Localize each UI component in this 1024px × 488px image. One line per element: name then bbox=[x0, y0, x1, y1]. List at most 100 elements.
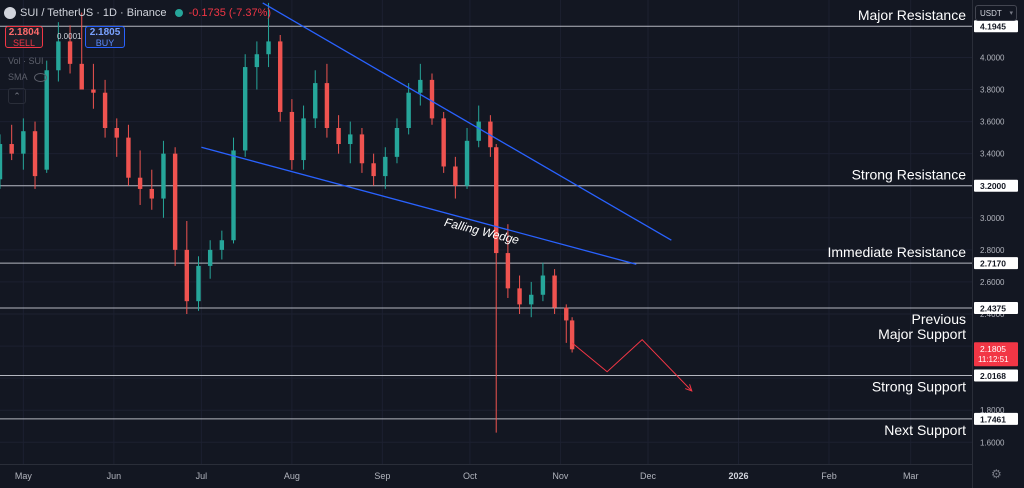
candle-body bbox=[242, 67, 248, 151]
wedge-lower-line bbox=[201, 146, 637, 265]
candle-body bbox=[231, 150, 236, 241]
candle-body bbox=[383, 156, 388, 177]
volume-indicator-label: Vol · SUI bbox=[8, 56, 44, 66]
x-tick-label: Jul bbox=[196, 471, 208, 481]
sui-logo-icon bbox=[4, 7, 16, 19]
candle-body bbox=[453, 166, 458, 186]
market-open-icon bbox=[174, 9, 183, 17]
candle-body bbox=[9, 144, 14, 154]
candle-body bbox=[137, 177, 143, 189]
symbol-title[interactable]: SUI / TetherUS · 1D · Binance bbox=[20, 7, 167, 19]
level-price-label: 2.0168 bbox=[980, 371, 1006, 381]
candle-body bbox=[289, 111, 295, 161]
candle-body bbox=[517, 288, 522, 305]
x-tick-label: May bbox=[15, 471, 33, 481]
candle-body bbox=[505, 253, 511, 289]
candle-body bbox=[56, 41, 61, 71]
x-tick-label: Aug bbox=[284, 471, 300, 481]
level-price-tag bbox=[974, 257, 1018, 270]
gear-icon[interactable]: ⚙ bbox=[991, 467, 1002, 481]
x-tick-label: Oct bbox=[463, 471, 478, 481]
sell-label: SELL bbox=[12, 38, 36, 48]
candle-body bbox=[418, 79, 423, 93]
candle-body bbox=[564, 307, 569, 321]
y-tick-label: 2.8000 bbox=[980, 246, 1005, 255]
sell-price: 2.1804 bbox=[8, 27, 40, 38]
sma-indicator[interactable]: SMA bbox=[8, 72, 47, 82]
candle-body bbox=[336, 127, 341, 145]
current-price-label: 2.1805 bbox=[980, 344, 1006, 354]
currency-value: USDT bbox=[980, 9, 1002, 18]
support-resistance-levels bbox=[0, 25, 972, 420]
current-price-tag bbox=[974, 342, 1018, 367]
x-tick-label: Nov bbox=[552, 471, 569, 481]
projection-arrowhead bbox=[685, 384, 693, 392]
candle-body bbox=[207, 249, 213, 266]
candle-body bbox=[371, 163, 376, 177]
candle-body bbox=[44, 70, 49, 170]
buy-price: 2.1805 bbox=[89, 27, 121, 38]
collapse-indicators-button[interactable]: ⌃ bbox=[8, 88, 26, 104]
projection-path bbox=[571, 338, 693, 392]
level-name: Immediate Resistance bbox=[827, 244, 966, 260]
candle-body bbox=[394, 127, 400, 157]
level-price-label: 4.1945 bbox=[980, 22, 1006, 32]
level-name-line1: Previous bbox=[912, 311, 966, 327]
candle-body bbox=[161, 153, 166, 199]
level-price-label: 3.2000 bbox=[980, 181, 1006, 191]
candle-body bbox=[569, 320, 575, 350]
candle-body bbox=[32, 131, 38, 177]
y-tick-label: 3.0000 bbox=[980, 214, 1005, 223]
spread-value: 0.0001 bbox=[57, 32, 82, 41]
y-tick-label: 3.6000 bbox=[980, 118, 1005, 127]
level-labels: Major Resistance 4.1945 Strong Resistance 3… bbox=[827, 7, 1018, 438]
level-price-tag bbox=[974, 20, 1018, 33]
candle-body bbox=[278, 41, 283, 112]
candle-body bbox=[102, 92, 108, 128]
sell-button[interactable]: 2.1804 SELL bbox=[5, 26, 43, 48]
candle-body bbox=[529, 294, 534, 305]
candle-body bbox=[476, 121, 481, 141]
level-name: Strong Resistance bbox=[852, 167, 967, 183]
candle-body bbox=[441, 118, 446, 167]
falling-wedge-annotation: Falling Wedge bbox=[443, 215, 521, 247]
currency-select[interactable]: USDT ▾ bbox=[975, 5, 1017, 21]
candle-body bbox=[79, 63, 84, 90]
x-tick-label: 2026 bbox=[728, 471, 748, 481]
level-price-tag bbox=[974, 301, 1018, 314]
y-tick-label: 1.8000 bbox=[980, 406, 1005, 415]
level-price-tag bbox=[974, 412, 1018, 425]
y-tick-label: 3.4000 bbox=[980, 150, 1005, 159]
y-tick-label: 4.0000 bbox=[980, 53, 1005, 62]
level-price-label: 2.4375 bbox=[980, 303, 1006, 313]
candle-body bbox=[126, 137, 131, 178]
y-tick-label: 2.4000 bbox=[980, 310, 1005, 319]
chart-grid bbox=[0, 0, 972, 464]
volume-indicator[interactable]: Vol · SUI bbox=[8, 56, 44, 66]
candle-body bbox=[254, 54, 260, 68]
level-name: Next Support bbox=[884, 422, 966, 438]
projection-line bbox=[571, 338, 693, 392]
x-tick-label: Dec bbox=[640, 471, 657, 481]
level-price-tag bbox=[974, 369, 1018, 382]
wedge-trendlines: Falling Wedge bbox=[201, 2, 672, 265]
x-tick-label: Sep bbox=[374, 471, 390, 481]
price-change: -0.1735 (-7.37%) bbox=[188, 7, 272, 19]
eye-icon[interactable] bbox=[33, 72, 47, 82]
x-tick-label: Mar bbox=[903, 471, 919, 481]
x-tick-label: Feb bbox=[821, 471, 837, 481]
candle-body bbox=[552, 275, 557, 308]
candle-body bbox=[0, 144, 3, 180]
candle-body bbox=[266, 41, 271, 55]
sma-indicator-label: SMA bbox=[8, 72, 28, 82]
buy-button[interactable]: 2.1805 BUY bbox=[85, 26, 125, 48]
candle-body bbox=[91, 89, 96, 93]
level-price-label: 1.7461 bbox=[980, 414, 1006, 424]
candle-body bbox=[348, 134, 353, 145]
wedge-upper-line bbox=[262, 2, 672, 241]
level-name: Major Resistance bbox=[858, 7, 966, 23]
candlestick-series bbox=[0, 2, 575, 433]
chevron-down-icon: ▾ bbox=[1009, 10, 1013, 17]
level-name: Strong Support bbox=[872, 378, 966, 394]
